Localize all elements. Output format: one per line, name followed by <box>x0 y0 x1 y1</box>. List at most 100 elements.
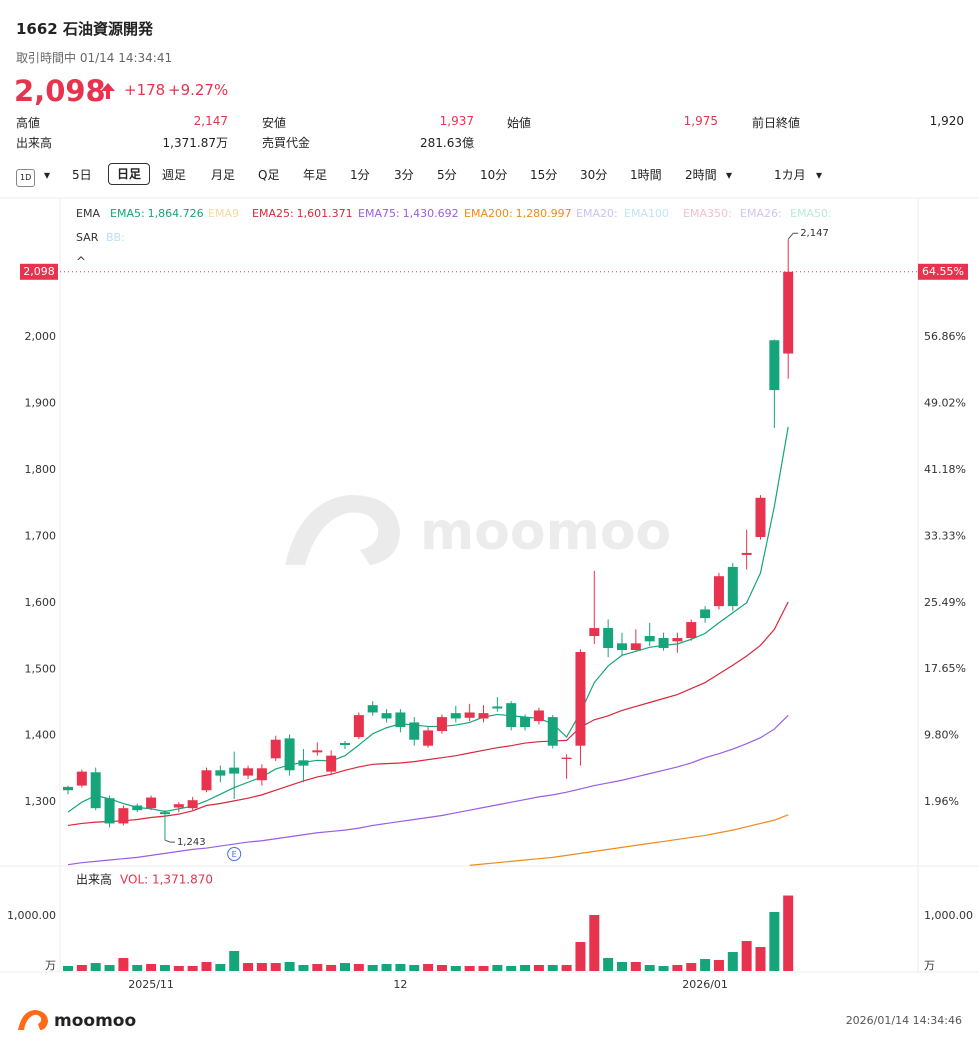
y-tick-label: 1,500 <box>25 662 57 675</box>
stock-title: 1662 石油資源開発 <box>16 20 153 38</box>
x-tick-label: 2025/11 <box>128 978 174 991</box>
collapse-icon[interactable]: ^ <box>76 255 86 269</box>
volume-bar <box>492 965 503 971</box>
volume-bar <box>215 964 226 971</box>
current-change-tag <box>918 263 968 280</box>
low-marker-line <box>164 839 175 843</box>
dropdown-caret[interactable]: ▾ <box>44 168 51 182</box>
dropdown-caret[interactable]: ▾ <box>726 168 733 182</box>
volume-unit: 万 <box>45 959 56 972</box>
low-marker-label: 1,243 <box>177 837 206 848</box>
legend-inactive: EMA20: <box>576 207 618 220</box>
stat-value: 2,147 <box>193 114 228 128</box>
legend-value: 1,280.997 <box>516 207 572 220</box>
volume-bar <box>90 963 101 971</box>
y2-tick-label: 49.02% <box>924 396 966 409</box>
volume-bar <box>132 965 143 971</box>
tab[interactable]: 30分 <box>580 168 608 182</box>
candle-body <box>436 717 447 732</box>
volume-bar <box>201 961 212 971</box>
volume-bar <box>353 964 364 971</box>
candle-body <box>146 797 157 809</box>
tab[interactable]: 1分 <box>350 168 370 182</box>
tab[interactable]: 週足 <box>162 168 187 182</box>
tab[interactable]: 3分 <box>394 168 414 182</box>
volume-bar <box>312 964 323 971</box>
volume-bar <box>326 965 337 971</box>
watermark: moomoo <box>420 502 671 562</box>
volume-bar <box>423 964 434 971</box>
candle-body <box>215 770 226 776</box>
candle-body <box>658 638 669 648</box>
candle-body <box>326 755 337 772</box>
volume-tick-label: 1,000.00 <box>924 909 973 922</box>
volume-bar <box>284 961 295 971</box>
volume-bar <box>243 963 254 971</box>
y2-tick-label: 1.96% <box>924 795 959 808</box>
candle-body <box>173 804 184 808</box>
volume-bar <box>436 965 447 971</box>
tab[interactable]: 2時間 <box>685 168 717 182</box>
tab[interactable]: Q足 <box>258 168 280 182</box>
tab[interactable]: 15分 <box>530 168 558 182</box>
legend-inactive: EMA50: <box>790 207 832 220</box>
volume-bar <box>755 947 766 971</box>
volume-unit: 万 <box>924 959 935 972</box>
volume-bar <box>104 965 115 971</box>
volume-bar <box>520 965 531 971</box>
candle-body <box>353 715 364 738</box>
volume-bar <box>464 965 475 971</box>
candle-body <box>617 643 627 650</box>
tab[interactable]: 年足 <box>303 168 328 182</box>
tab[interactable]: 1カ月 <box>774 168 806 182</box>
sub-legend-inactive: BB: <box>106 231 125 244</box>
stat-value: 1,371.87万 <box>162 136 228 150</box>
candle-body <box>395 712 406 728</box>
candle-body <box>492 706 503 709</box>
candle-body <box>700 609 711 619</box>
volume-bar <box>450 965 461 971</box>
candle-body <box>132 805 143 811</box>
tab[interactable]: 月足 <box>211 168 236 182</box>
volume-value: VOL: 1,371.870 <box>120 873 213 887</box>
candle-body <box>589 628 600 637</box>
candle-body <box>90 772 101 809</box>
y-tick-label: 2,000 <box>25 330 57 343</box>
candle-body <box>727 566 738 607</box>
candle-body <box>340 743 350 746</box>
tab-selected[interactable]: 日足 <box>108 163 151 185</box>
candle-body <box>478 713 489 719</box>
footer-brand: moomoo <box>54 1011 136 1031</box>
volume-bar <box>506 965 517 971</box>
price-change-pct: +9.27% <box>168 81 229 99</box>
tab[interactable]: 1時間 <box>630 168 662 182</box>
volume-bar <box>533 965 544 971</box>
interval-icon[interactable]: 1D <box>16 169 36 187</box>
legend-inactive: EMA350: <box>683 207 732 220</box>
ema-line <box>67 601 789 827</box>
candle-body <box>201 770 212 791</box>
dropdown-caret[interactable]: ▾ <box>816 168 823 182</box>
candle-body <box>187 800 198 809</box>
volume-bar <box>395 964 406 971</box>
tab[interactable]: 5分 <box>437 168 457 182</box>
candle-body <box>630 643 641 650</box>
legend-value: 1,601.371 <box>297 207 353 220</box>
tab[interactable]: 5日 <box>72 168 92 182</box>
volume-bar <box>686 963 697 971</box>
volume-bar <box>700 959 711 971</box>
y-tick-label: 1,700 <box>25 529 57 542</box>
earnings-marker-ring <box>227 847 242 861</box>
y-tick-label: 1,300 <box>25 795 57 808</box>
volume-bar <box>547 965 558 971</box>
tab[interactable]: 10分 <box>480 168 508 182</box>
candle-body <box>104 798 115 824</box>
candle-body <box>118 808 129 824</box>
y-tick-label: 1,400 <box>25 729 57 742</box>
y2-tick-label: 17.65% <box>924 662 966 675</box>
candle-body <box>533 710 544 722</box>
candle-body <box>229 767 240 774</box>
last-price: 2,098 <box>14 74 106 108</box>
y2-tick-label: 33.33% <box>924 529 966 542</box>
market-status: 取引時間中 01/14 14:34:41 <box>16 51 173 65</box>
